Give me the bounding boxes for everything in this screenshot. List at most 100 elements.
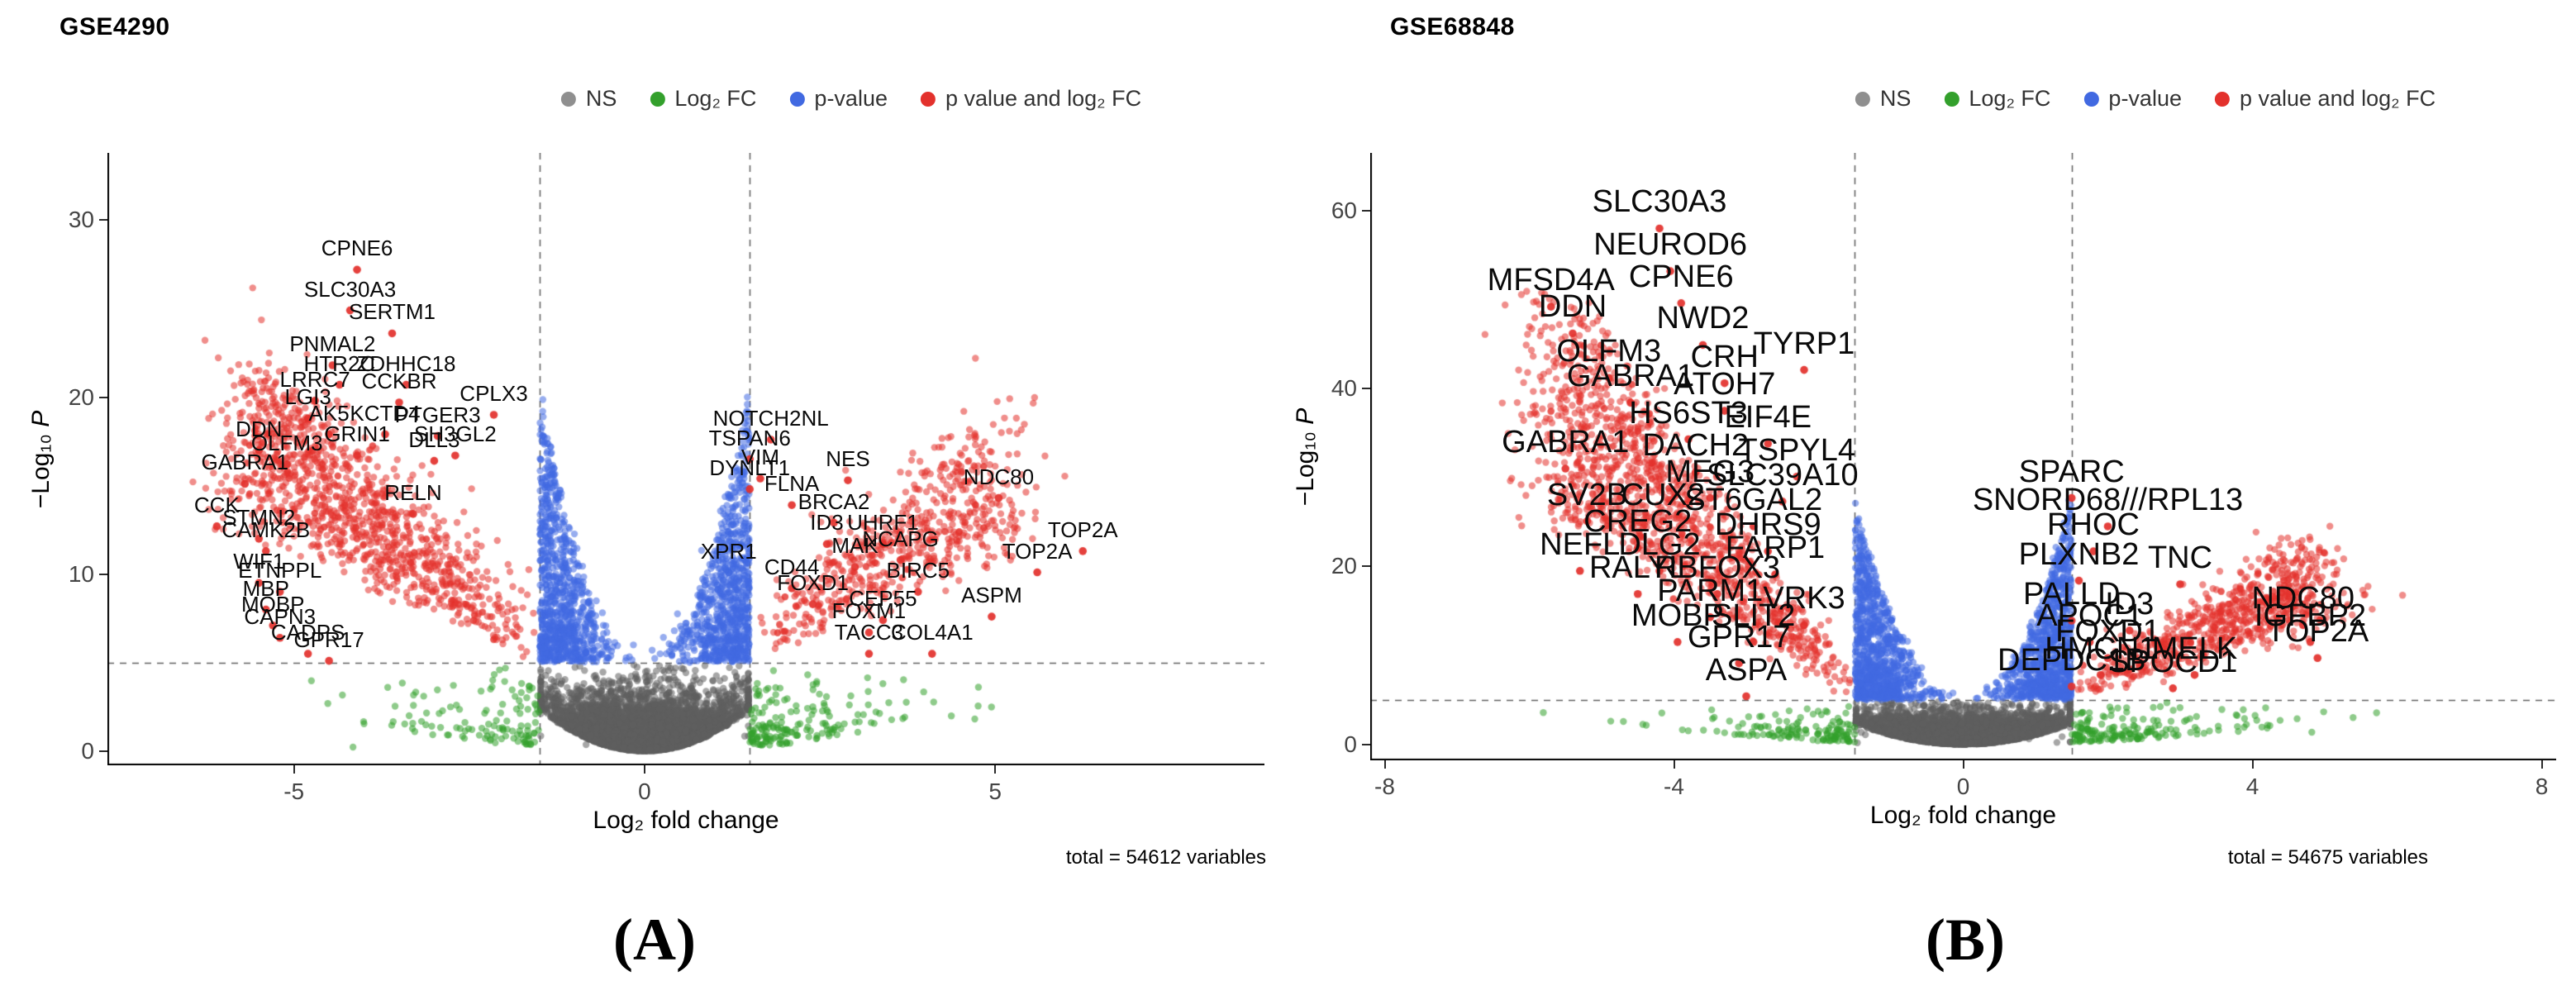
tick-mark (1362, 388, 1370, 390)
gene-label-hmcn1: HMCN1 (2045, 631, 2157, 666)
gene-label-slit2: SLIT2 (1712, 598, 1796, 633)
gene-label-nes: NES (826, 446, 870, 472)
legend-item-p-and-log2fc: p value and log₂ FC (2214, 86, 2436, 112)
tick-mark (293, 765, 295, 774)
legend-key-dot-p-and-log2fc (2214, 91, 2230, 107)
gene-label-id3: ID3 (2105, 586, 2155, 621)
legend-key-dot-log2fc (1944, 91, 1959, 107)
dataset-title-gse4290: GSE4290 (60, 13, 170, 40)
gene-label-atoh7: ATOH7 (1674, 367, 1776, 402)
gene-label-igfbp2: IGFBP2 (2254, 598, 2367, 633)
gene-label-ncapg: NCAPG (862, 526, 939, 551)
gene-label-ak5: AK5 (308, 400, 350, 426)
x-tick-label: -4 (1664, 774, 1684, 799)
gene-label-neurod6: NEUROD6 (1593, 227, 1748, 263)
y-tick-label: 20 (68, 383, 94, 410)
gene-label-sh3gl2: SH3GL2 (413, 421, 497, 447)
gene-label-mbp: MBP (242, 575, 289, 601)
total-variables-caption: total = 54675 variables (2227, 846, 2428, 869)
gene-label-cplx3: CPLX3 (459, 380, 528, 406)
gene-label-parm1: PARM1 (1657, 573, 1764, 608)
gene-label-olfm3: OLFM3 (1556, 334, 1662, 369)
gene-label-slc30a3: SLC30A3 (1592, 184, 1727, 220)
legend-label-log2fc: Log₂ FC (1969, 86, 2051, 111)
gene-label-zdhhc18: ZDHHC18 (356, 350, 456, 376)
legend-key-dot-ns (1855, 91, 1870, 107)
gene-label-farp1: FARP1 (1725, 531, 1826, 566)
gene-label-st6gal2: ST6GAL2 (1684, 482, 1823, 517)
gene-label-tspan6: TSPAN6 (708, 425, 791, 450)
y-axis-label-text: −Log₁₀ (1292, 424, 1319, 506)
tick-mark (2540, 760, 2543, 769)
y-tick-label: 30 (68, 207, 94, 233)
tick-mark (994, 765, 997, 774)
y-tick-label: 20 (1331, 553, 1357, 579)
legend-key-dot-p-value (789, 91, 805, 107)
gene-label-id3: ID3 (810, 510, 844, 536)
gene-label-gabra1: GABRA1 (1566, 359, 1695, 394)
gene-label-slc39a10: SLC39A10 (1706, 457, 1859, 493)
legend: NS Log₂ FC p-value p value and log₂ FC (560, 86, 1141, 112)
tick-mark (2251, 760, 2254, 769)
tick-mark (1362, 743, 1370, 745)
gene-label-capn3: CAPN3 (244, 603, 317, 629)
gene-label-ralyl: RALYL (1588, 550, 1687, 585)
gene-label-cep55: CEP55 (849, 586, 917, 612)
x-tick-label: -8 (1374, 774, 1395, 799)
gene-label-ptger3: PTGER3 (394, 402, 481, 427)
gene-label-tspyl4: TSPYL4 (1738, 432, 1856, 468)
gene-label-cpne6: CPNE6 (1628, 259, 1734, 294)
legend-key-dot-p-value (2083, 91, 2099, 107)
gene-label-flna: FLNA (764, 471, 820, 497)
legend-key-dot-log2fc (650, 91, 665, 107)
gene-label-birc5: BIRC5 (886, 558, 950, 583)
legend-item-p-value: p-value (789, 86, 888, 112)
gene-label-pnmal2: PNMAL2 (289, 331, 376, 356)
gene-label-reln: RELN (384, 479, 442, 505)
tick-mark (99, 750, 107, 752)
gene-label-gpr17: GPR17 (1687, 619, 1791, 655)
x-axis-label: Log₂ fold change (593, 807, 779, 834)
legend-label-p-and-log2fc: p value and log₂ FC (2239, 86, 2436, 111)
legend-key-dot-p-and-log2fc (920, 91, 936, 107)
y-tick-label: 0 (1344, 731, 1357, 757)
panel-letter-b: (B) (1926, 907, 2005, 973)
gene-label-melk: MELK (2151, 631, 2238, 666)
gene-label-dlg2: DLG2 (1618, 526, 1701, 562)
gene-label-dach2: DACH2 (1642, 428, 1750, 464)
gene-label-eif4e: EIF4E (1724, 399, 1812, 435)
tick-mark (99, 573, 107, 575)
tick-mark (643, 765, 645, 774)
volcano-plot-gse68848 (1370, 153, 2556, 760)
gene-label-foxd1: FOXD1 (2055, 614, 2160, 650)
gene-label-dll3: DLL3 (408, 426, 460, 452)
gene-label-mak: MAK (831, 533, 879, 559)
gene-label-nefl: NEFL (1540, 526, 1621, 562)
y-tick-label: 40 (1331, 375, 1357, 402)
gene-label-ndc80: NDC80 (2251, 581, 2355, 617)
tick-mark (1362, 565, 1370, 568)
legend-label-p-value: p-value (814, 86, 888, 111)
gene-label-slc30a3: SLC30A3 (303, 276, 397, 302)
x-tick-label: 4 (2245, 774, 2259, 799)
gene-label-ddn: DDN (1538, 289, 1607, 325)
legend-item-log2fc: Log₂ FC (1944, 86, 2050, 112)
gene-label-gabra1: GABRA1 (1502, 425, 1630, 460)
gene-label-olfm3: OLFM3 (250, 430, 323, 455)
gene-label-plxnb2: PLXNB2 (2018, 536, 2140, 572)
y-tick-label: 60 (1331, 197, 1357, 223)
gene-label-rhoc: RHOC (2047, 507, 2140, 543)
gene-label-lgi3: LGI3 (284, 384, 331, 410)
gene-label-rbfox3: RBFOX3 (1654, 550, 1781, 585)
gene-label-cux2: CUX2 (1621, 477, 1706, 512)
gene-label-tacc3: TACC3 (834, 620, 904, 645)
gene-label-sparc: SPARC (2018, 454, 2125, 489)
legend-item-log2fc: Log₂ FC (650, 86, 756, 112)
dataset-title-gse68848: GSE68848 (1390, 13, 1515, 40)
legend-item-p-and-log2fc: p value and log₂ FC (920, 86, 1141, 112)
tick-mark (1383, 760, 1386, 769)
gene-label-cd44: CD44 (764, 554, 820, 579)
gene-label-ndc80: NDC80 (963, 464, 1035, 489)
gene-label-aspa: ASPA (1705, 652, 1788, 688)
